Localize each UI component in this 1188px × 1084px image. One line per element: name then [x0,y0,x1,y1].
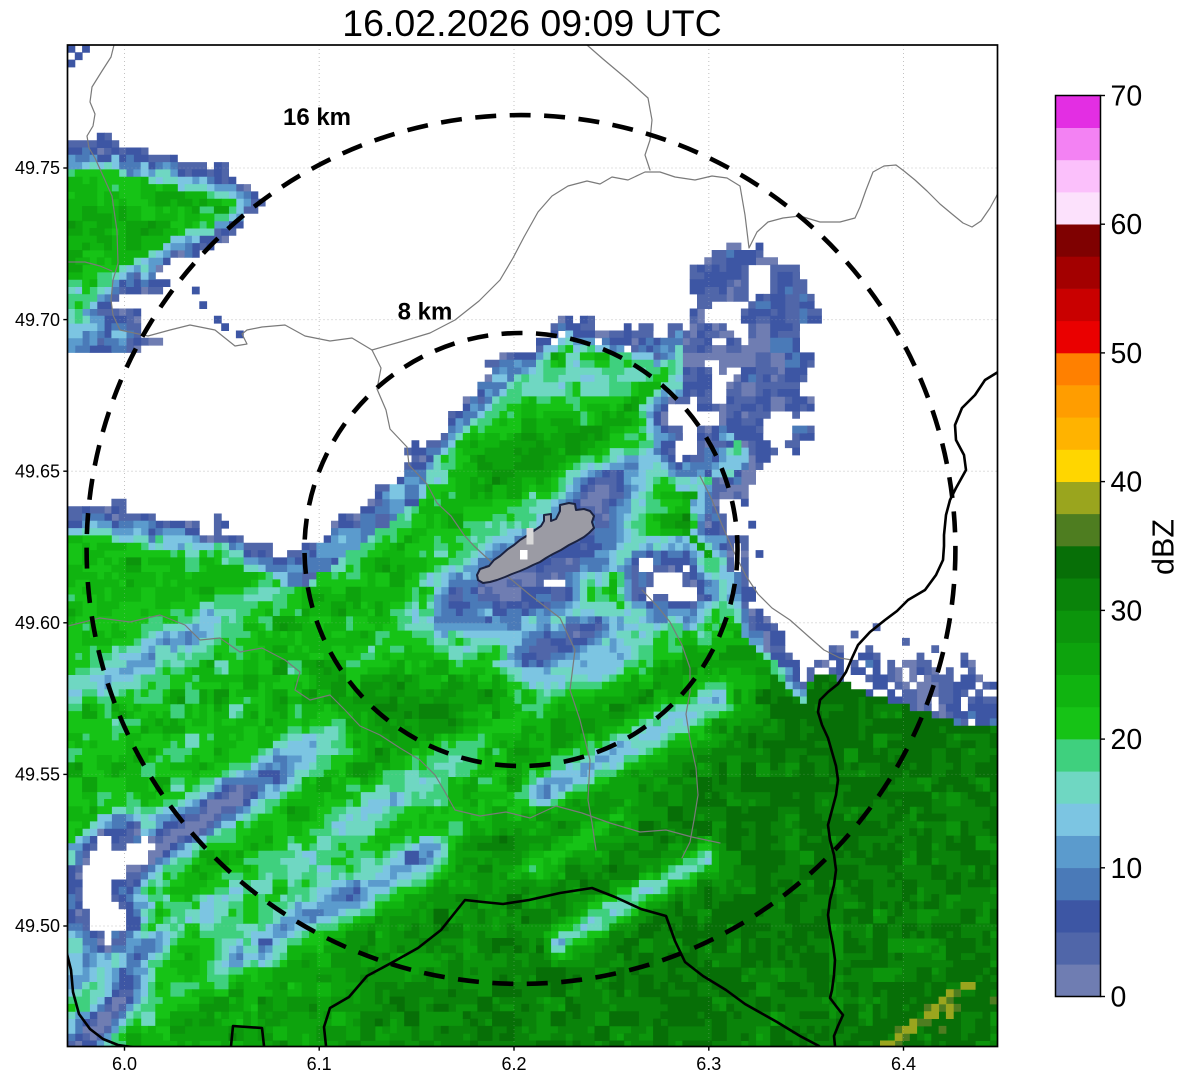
svg-text:10: 10 [1111,853,1143,885]
svg-text:49.50: 49.50 [15,916,60,936]
svg-text:dBZ: dBZ [1147,519,1181,575]
svg-text:6.4: 6.4 [891,1054,916,1074]
svg-text:50: 50 [1111,338,1143,370]
svg-text:49.65: 49.65 [15,461,60,481]
svg-text:49.55: 49.55 [15,765,60,785]
svg-text:6.2: 6.2 [501,1054,526,1074]
svg-text:0: 0 [1111,982,1127,1014]
svg-text:20: 20 [1111,724,1143,756]
svg-text:6.3: 6.3 [696,1054,721,1074]
svg-text:6.1: 6.1 [307,1054,332,1074]
svg-text:70: 70 [1111,81,1143,113]
svg-text:60: 60 [1111,209,1143,241]
svg-text:6.0: 6.0 [112,1054,137,1074]
svg-text:8 km: 8 km [398,299,453,326]
svg-text:49.60: 49.60 [15,613,60,633]
svg-text:49.75: 49.75 [15,158,60,178]
svg-text:40: 40 [1111,467,1143,499]
svg-text:16 km: 16 km [283,104,351,131]
svg-text:16.02.2026 09:09 UTC: 16.02.2026 09:09 UTC [342,2,721,44]
svg-text:30: 30 [1111,595,1143,627]
svg-text:49.70: 49.70 [15,310,60,330]
